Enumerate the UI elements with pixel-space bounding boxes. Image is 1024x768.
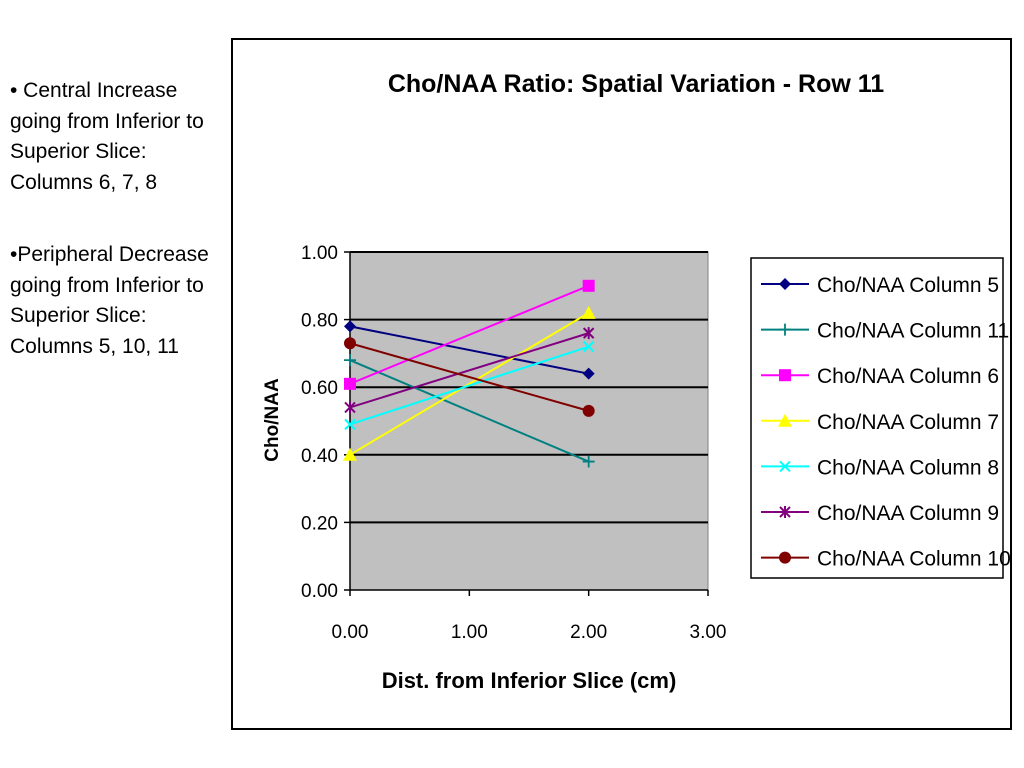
y-tick-label-1: 0.20 bbox=[301, 513, 338, 534]
y-axis-label: Cho/NAA bbox=[262, 378, 283, 462]
x-axis-label: Dist. from Inferior Slice (cm) bbox=[382, 668, 677, 693]
x-tick-label-1: 1.00 bbox=[451, 622, 488, 643]
series-line-6 bbox=[349, 342, 589, 412]
x-tick-label-3: 3.00 bbox=[690, 622, 727, 643]
data-point-3-1 bbox=[581, 305, 596, 319]
y-tick-label-0: 0.00 bbox=[301, 581, 338, 602]
legend-label-2: Cho/NAA Column 6 bbox=[817, 365, 999, 388]
legend-box bbox=[750, 257, 1004, 579]
y-tick-label-2: 0.40 bbox=[301, 446, 338, 467]
y-tick-label-4: 0.80 bbox=[301, 311, 338, 332]
y-tick-label-5: 1.00 bbox=[301, 243, 338, 264]
data-point-1-1 bbox=[582, 455, 595, 468]
legend-label-5: Cho/NAA Column 9 bbox=[817, 502, 999, 525]
chart-frame: Cho/NAA Ratio: Spatial Variation - Row 1… bbox=[231, 38, 1012, 730]
plot-area bbox=[349, 251, 709, 591]
legend-marker-6 bbox=[779, 551, 791, 564]
data-point-0-0 bbox=[344, 320, 356, 333]
chart-title: Cho/NAA Ratio: Spatial Variation - Row 1… bbox=[388, 70, 884, 98]
series-line-2 bbox=[349, 284, 590, 385]
legend-label-1: Cho/NAA Column 11 bbox=[817, 320, 1009, 343]
data-point-5-0 bbox=[344, 401, 356, 414]
x-tick-label-2: 2.00 bbox=[570, 622, 607, 643]
note-peripheral-decrease: •Peripheral Decrease going from Inferior… bbox=[10, 243, 209, 358]
legend-marker-3 bbox=[778, 413, 792, 427]
data-point-5-1 bbox=[582, 327, 595, 340]
legend-label-4: Cho/NAA Column 8 bbox=[817, 456, 999, 479]
legend-marker-1 bbox=[779, 323, 791, 336]
chart-svg: Cho/NAA Ratio: Spatial Variation - Row 1… bbox=[262, 70, 1010, 693]
data-point-6-0 bbox=[344, 337, 356, 350]
series-line-4 bbox=[349, 345, 589, 426]
series-line-1 bbox=[349, 359, 590, 463]
data-point-1-0 bbox=[344, 354, 356, 367]
legend-label-3: Cho/NAA Column 7 bbox=[817, 411, 999, 434]
data-point-3-0 bbox=[343, 447, 357, 461]
legend-marker-4 bbox=[779, 460, 791, 473]
y-tick-label-3: 0.60 bbox=[301, 378, 338, 399]
data-point-2-1 bbox=[582, 279, 595, 292]
legend-marker-2 bbox=[779, 369, 791, 382]
data-point-4-0 bbox=[344, 418, 356, 431]
x-tick-label-0: 0.00 bbox=[332, 622, 369, 643]
legend-label-0: Cho/NAA Column 5 bbox=[817, 274, 999, 297]
legend-marker-0 bbox=[779, 278, 791, 290]
legend-marker-5 bbox=[779, 506, 791, 518]
series-line-5 bbox=[349, 332, 589, 409]
notes-panel: • Central Increase going from Inferior t… bbox=[10, 76, 220, 404]
data-point-0-1 bbox=[582, 367, 595, 380]
series-line-0 bbox=[349, 325, 589, 375]
note-central-increase: • Central Increase going from Inferior t… bbox=[10, 79, 204, 194]
series-line-3 bbox=[349, 311, 590, 456]
legend-label-6: Cho/NAA Column 10 bbox=[817, 548, 1010, 571]
data-point-2-0 bbox=[344, 377, 356, 390]
data-point-4-1 bbox=[582, 340, 595, 353]
data-point-6-1 bbox=[582, 404, 595, 417]
